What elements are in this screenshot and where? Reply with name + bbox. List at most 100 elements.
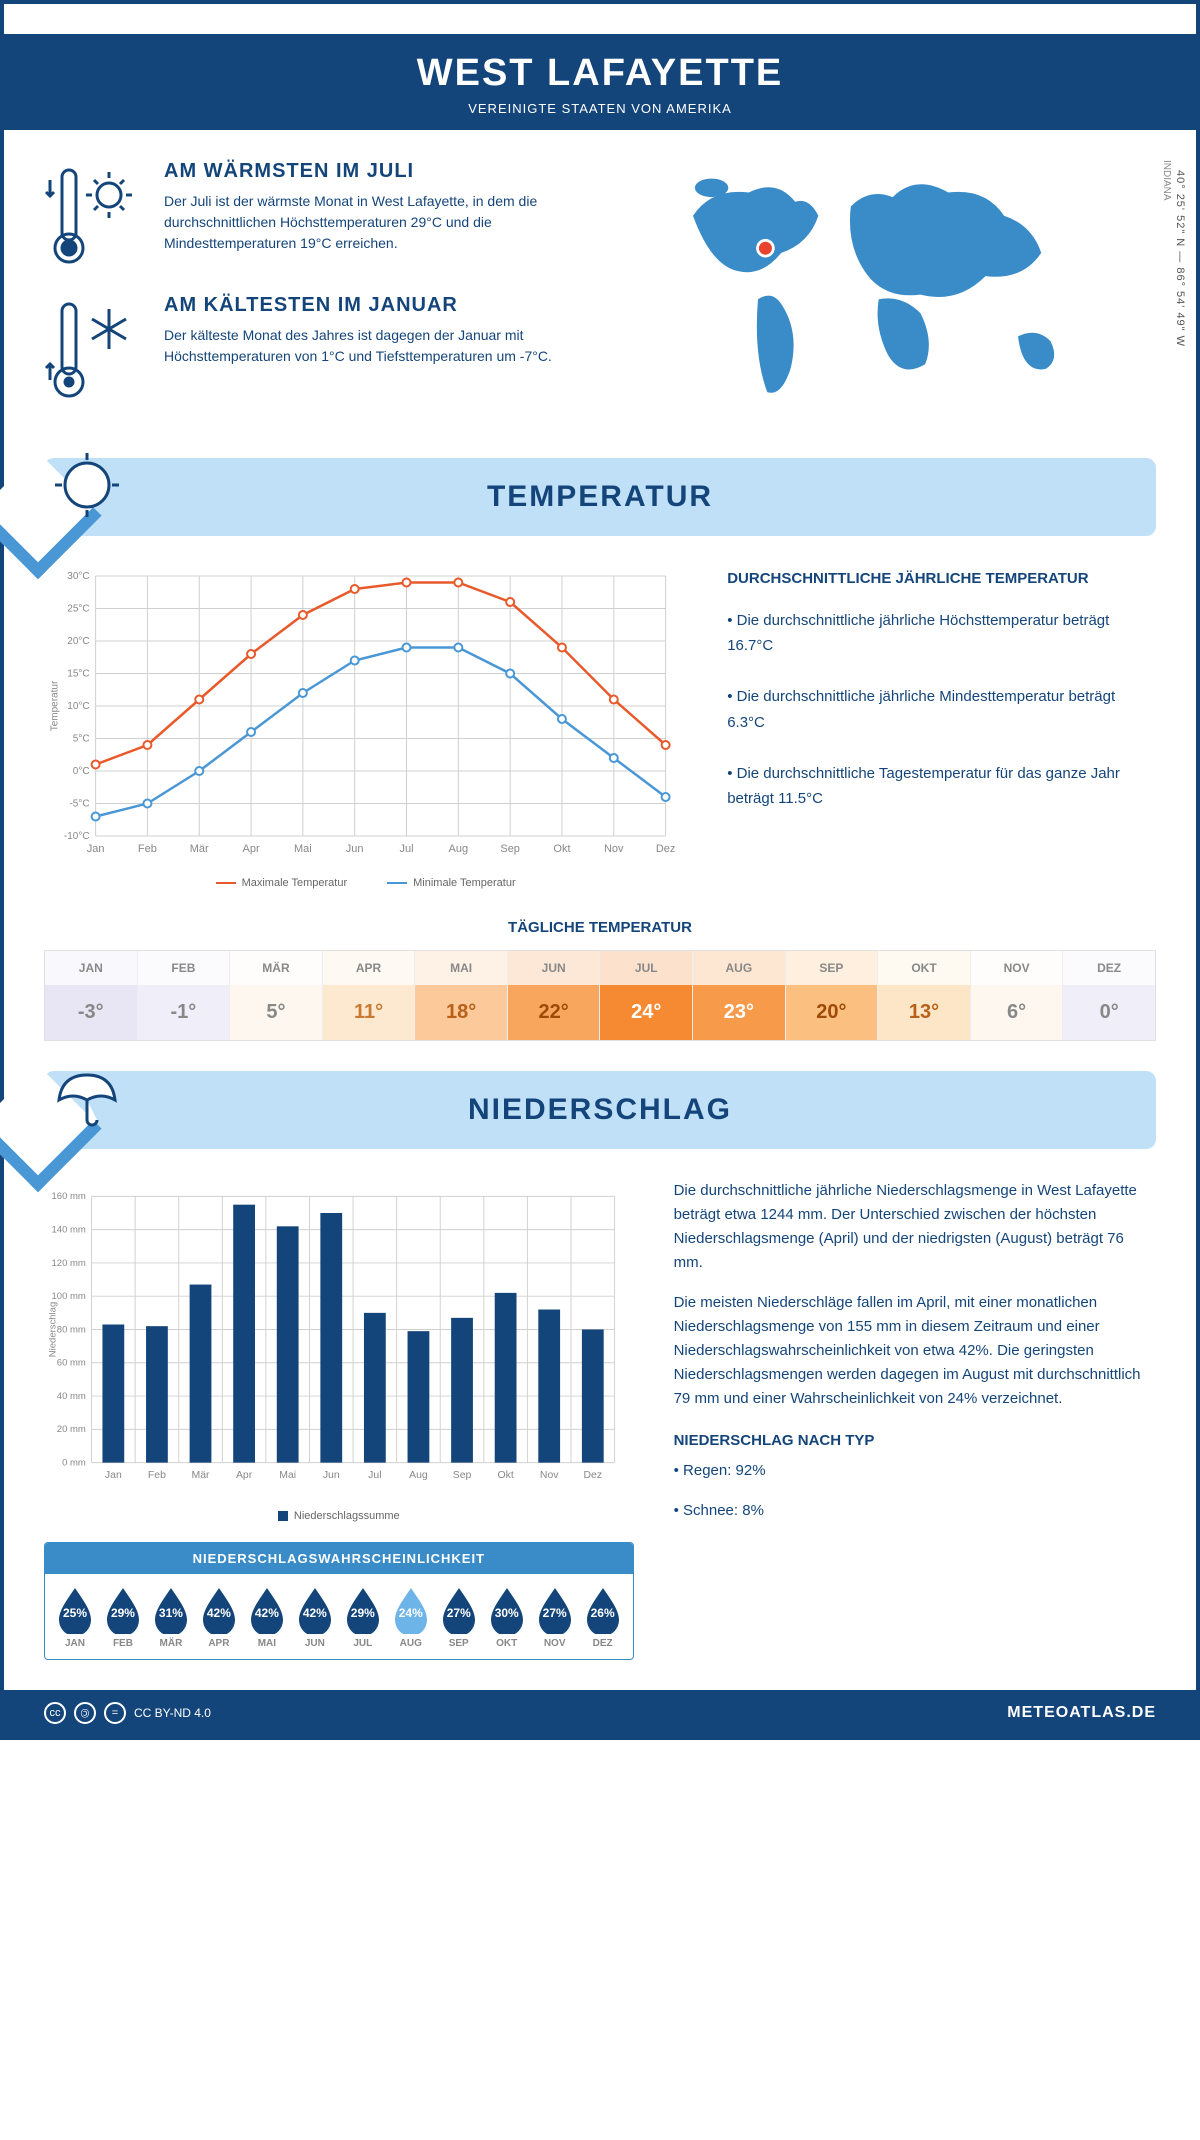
coordinates: 40° 25' 52" N — 86° 54' 49" W: [1174, 170, 1186, 347]
probability-panel: NIEDERSCHLAGSWAHRSCHEINLICHKEIT 25% JAN …: [44, 1542, 634, 1660]
svg-text:Apr: Apr: [236, 1470, 253, 1481]
svg-text:0 mm: 0 mm: [62, 1457, 86, 1468]
prob-cell: 29% FEB: [99, 1586, 147, 1649]
svg-text:Mai: Mai: [294, 843, 312, 855]
daily-cell: APR 11°: [323, 951, 416, 1040]
svg-text:Jun: Jun: [323, 1470, 340, 1481]
prob-cell: 27% NOV: [531, 1586, 579, 1649]
temperature-section-head: TEMPERATUR: [44, 458, 1156, 536]
coldest-title: AM KÄLTESTEN IM JANUAR: [164, 294, 580, 317]
daily-cell: JUN 22°: [508, 951, 601, 1040]
daily-cell: MAI 18°: [415, 951, 508, 1040]
svg-text:160 mm: 160 mm: [52, 1191, 86, 1202]
prob-cell: 25% JAN: [51, 1586, 99, 1649]
daily-cell: JUL 24°: [600, 951, 693, 1040]
daily-cell: MÄR 5°: [230, 951, 323, 1040]
svg-text:-5°C: -5°C: [69, 799, 89, 810]
svg-text:Temperatur: Temperatur: [50, 680, 61, 731]
cc-icon: cc: [44, 1702, 66, 1724]
prob-cell: 42% JUN: [291, 1586, 339, 1649]
thermometer-snow-icon: [44, 294, 144, 404]
temp-legend: Maximale Temperatur Minimale Temperatur: [44, 877, 687, 889]
footer: cc 🄯 = CC BY-ND 4.0 METEOATLAS.DE: [4, 1690, 1196, 1736]
precipitation-section-head: NIEDERSCHLAG: [44, 1071, 1156, 1149]
precip-legend: Niederschlagssumme: [44, 1510, 634, 1522]
nd-icon: =: [104, 1702, 126, 1724]
svg-text:Dez: Dez: [583, 1470, 602, 1481]
prob-cell: 24% AUG: [387, 1586, 435, 1649]
sun-icon: [52, 450, 122, 520]
svg-text:Feb: Feb: [148, 1470, 166, 1481]
precip-paragraph: Die durchschnittliche jährliche Niedersc…: [674, 1179, 1156, 1275]
temp-info-title: DURCHSCHNITTLICHE JÄHRLICHE TEMPERATUR: [727, 566, 1156, 592]
coldest-text: Der kälteste Monat des Jahres ist dagege…: [164, 325, 580, 367]
svg-text:Nov: Nov: [604, 843, 624, 855]
state-label: INDIANA: [1161, 160, 1172, 201]
daily-temp-strip: JAN -3° FEB -1° MÄR 5° APR 11° MAI 18° J…: [44, 950, 1156, 1041]
svg-text:Feb: Feb: [138, 843, 157, 855]
svg-text:Dez: Dez: [656, 843, 676, 855]
prob-cell: 29% JUL: [339, 1586, 387, 1649]
svg-text:5°C: 5°C: [73, 734, 90, 745]
world-map: [620, 160, 1156, 420]
svg-text:Mai: Mai: [279, 1470, 296, 1481]
coldest-block: AM KÄLTESTEN IM JANUAR Der kälteste Mona…: [44, 294, 580, 404]
svg-text:100 mm: 100 mm: [52, 1291, 86, 1302]
svg-text:Apr: Apr: [242, 843, 259, 855]
daily-cell: FEB -1°: [138, 951, 231, 1040]
svg-text:Jul: Jul: [399, 843, 413, 855]
svg-text:15°C: 15°C: [67, 669, 89, 680]
svg-text:Jan: Jan: [87, 843, 105, 855]
precip-bytype-title: NIEDERSCHLAG NACH TYP: [674, 1429, 1156, 1453]
daily-cell: SEP 20°: [786, 951, 879, 1040]
svg-text:Aug: Aug: [409, 1470, 428, 1481]
svg-text:10°C: 10°C: [67, 701, 89, 712]
warmest-title: AM WÄRMSTEN IM JULI: [164, 160, 580, 183]
prob-cell: 30% OKT: [483, 1586, 531, 1649]
header-banner: WEST LAFAYETTE VEREINIGTE STAATEN VON AM…: [4, 34, 1196, 130]
svg-text:25°C: 25°C: [67, 604, 89, 615]
svg-text:0°C: 0°C: [73, 766, 90, 777]
temp-bullet: • Die durchschnittliche Tagestemperatur …: [727, 761, 1156, 812]
svg-text:Sep: Sep: [500, 843, 520, 855]
umbrella-icon: [52, 1063, 122, 1133]
license-text: CC BY-ND 4.0: [134, 1706, 211, 1720]
prob-cell: 42% MAI: [243, 1586, 291, 1649]
temperature-chart: -10°C -5°C 0°C 5°C 10°C 15°C 20°C 25°C 30°C Jan Fe…: [44, 566, 687, 866]
daily-cell: JAN -3°: [45, 951, 138, 1040]
svg-text:Jan: Jan: [105, 1470, 122, 1481]
prob-cell: 42% APR: [195, 1586, 243, 1649]
daily-cell: NOV 6°: [971, 951, 1064, 1040]
daily-cell: OKT 13°: [878, 951, 971, 1040]
svg-text:140 mm: 140 mm: [52, 1224, 86, 1235]
svg-text:Sep: Sep: [453, 1470, 472, 1481]
svg-text:30°C: 30°C: [67, 571, 89, 582]
thermometer-sun-icon: [44, 160, 144, 270]
svg-text:Mär: Mär: [192, 1470, 211, 1481]
city-title: WEST LAFAYETTE: [4, 52, 1196, 95]
svg-text:Okt: Okt: [497, 1470, 513, 1481]
svg-text:Jun: Jun: [346, 843, 364, 855]
svg-text:20 mm: 20 mm: [57, 1424, 86, 1435]
svg-text:Jul: Jul: [368, 1470, 381, 1481]
svg-text:20°C: 20°C: [67, 636, 89, 647]
svg-text:40 mm: 40 mm: [57, 1391, 86, 1402]
warmest-text: Der Juli ist der wärmste Monat in West L…: [164, 191, 580, 254]
svg-text:Okt: Okt: [553, 843, 570, 855]
country-subtitle: VEREINIGTE STAATEN VON AMERIKA: [4, 101, 1196, 116]
precipitation-chart: 0 mm20 mm40 mm60 mm80 mm100 mm120 mm140 …: [44, 1179, 634, 1499]
precip-paragraph: Die meisten Niederschläge fallen im Apri…: [674, 1291, 1156, 1411]
daily-temp-title: TÄGLICHE TEMPERATUR: [44, 919, 1156, 936]
by-icon: 🄯: [74, 1702, 96, 1724]
temperature-title: TEMPERATUR: [74, 480, 1126, 514]
prob-cell: 31% MÄR: [147, 1586, 195, 1649]
svg-text:Aug: Aug: [449, 843, 469, 855]
temp-bullet: • Die durchschnittliche jährliche Mindes…: [727, 684, 1156, 735]
svg-text:-10°C: -10°C: [64, 831, 90, 842]
prob-cell: 26% DEZ: [579, 1586, 627, 1649]
probability-title: NIEDERSCHLAGSWAHRSCHEINLICHKEIT: [45, 1543, 633, 1574]
daily-cell: AUG 23°: [693, 951, 786, 1040]
svg-text:Nov: Nov: [540, 1470, 559, 1481]
svg-text:Mär: Mär: [190, 843, 209, 855]
precip-snow: • Schnee: 8%: [674, 1499, 1156, 1523]
